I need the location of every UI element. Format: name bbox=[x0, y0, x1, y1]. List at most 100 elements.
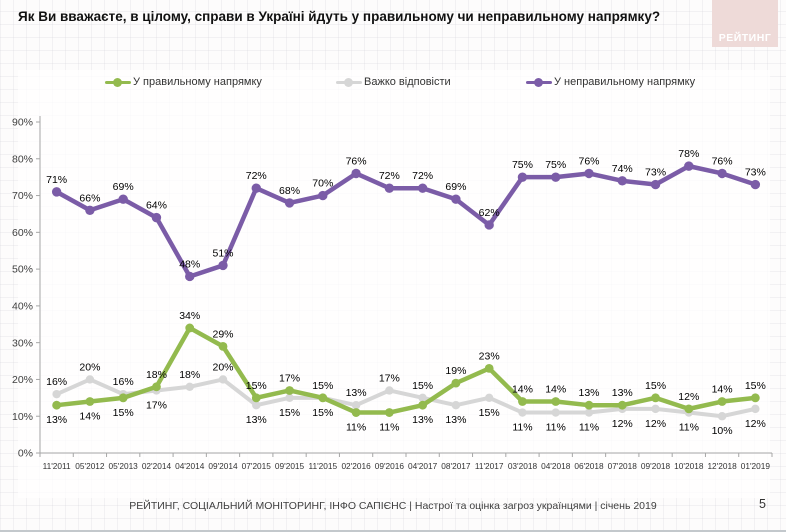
data-point bbox=[451, 378, 461, 388]
data-point bbox=[351, 168, 361, 179]
series-wrong-direction-labels: 71% 66% 69% 64% 48% 51% 72% 68% 70% 76% 72% 72% 69% 6… bbox=[46, 148, 766, 270]
legend-item-hard-to-say: Важко відповісти bbox=[336, 74, 451, 90]
data-label: 76% bbox=[346, 155, 367, 167]
y-tick-label: 80% bbox=[12, 153, 33, 165]
data-label: 10% bbox=[712, 425, 733, 437]
data-label: 68% bbox=[279, 185, 300, 197]
data-label: 11% bbox=[512, 422, 532, 434]
data-label: 13% bbox=[346, 387, 367, 399]
data-point bbox=[518, 408, 527, 417]
data-point bbox=[252, 400, 261, 410]
data-label: 23% bbox=[479, 350, 500, 362]
data-point bbox=[717, 397, 727, 406]
data-point bbox=[751, 404, 760, 414]
data-point bbox=[51, 187, 62, 197]
data-label: 66% bbox=[79, 192, 100, 204]
data-point bbox=[750, 179, 761, 190]
data-label: 16% bbox=[46, 376, 67, 388]
data-label: 72% bbox=[412, 170, 433, 182]
data-point bbox=[118, 393, 128, 403]
x-tick-label: 07'2015 bbox=[242, 461, 272, 471]
data-point bbox=[185, 271, 195, 282]
data-point bbox=[218, 341, 228, 351]
x-tick-label: 11'2011 bbox=[43, 461, 71, 471]
data-label: 20% bbox=[212, 361, 233, 373]
data-label: 16% bbox=[113, 376, 134, 388]
data-label: 75% bbox=[545, 159, 566, 171]
data-label: 15% bbox=[479, 407, 500, 419]
x-tick-label: 05'2012 bbox=[75, 461, 105, 471]
y-tick-label: 50% bbox=[12, 264, 33, 276]
data-point bbox=[185, 382, 194, 391]
x-tick-label: 09'2015 bbox=[275, 461, 305, 471]
data-label: 11% bbox=[546, 422, 566, 434]
data-point bbox=[384, 408, 394, 417]
x-tick-label: 11'2017 bbox=[475, 461, 504, 471]
x-tick-label: 09'2018 bbox=[641, 461, 671, 471]
data-label: 15% bbox=[645, 380, 666, 392]
series-hard-to-say-labels: 16% 20% 16% 17% 18% 20% 13% 15% 15% 13% 17% 15% 13% 1… bbox=[46, 361, 766, 437]
data-point bbox=[684, 404, 694, 414]
data-point bbox=[484, 364, 494, 373]
x-tick-label: 07'2018 bbox=[608, 461, 638, 471]
legend-label: У правильному напрямку bbox=[133, 76, 262, 88]
line-marker-icon bbox=[336, 77, 362, 87]
data-label: 62% bbox=[479, 207, 500, 219]
data-label: 13% bbox=[578, 387, 599, 399]
data-point bbox=[551, 172, 561, 182]
data-label: 76% bbox=[578, 155, 599, 167]
legend-item-wrong-direction: У неправильному напрямку bbox=[526, 74, 695, 90]
data-point bbox=[584, 408, 594, 417]
data-point bbox=[118, 194, 128, 204]
data-label: 64% bbox=[146, 200, 167, 212]
data-point bbox=[351, 400, 361, 410]
data-label: 75% bbox=[512, 159, 533, 171]
data-point bbox=[651, 393, 660, 403]
data-label: 11% bbox=[679, 422, 699, 434]
series-right-direction-labels: 13% 14% 15% 18% 34% 29% 15% 17% 15% 11% 11% 13% 19% 2… bbox=[46, 310, 766, 434]
data-label: 72% bbox=[246, 170, 267, 182]
data-point bbox=[717, 168, 727, 179]
data-label: 15% bbox=[246, 380, 267, 392]
x-tick-label: 02'2016 bbox=[341, 461, 371, 471]
page-number: 5 bbox=[759, 497, 766, 511]
data-point bbox=[651, 404, 660, 414]
data-label: 12% bbox=[612, 418, 633, 430]
x-tick-label: 06'2018 bbox=[574, 461, 604, 471]
data-point bbox=[617, 400, 627, 410]
line-marker-icon bbox=[526, 77, 552, 87]
x-tick-label: 04'2018 bbox=[541, 461, 571, 471]
y-tick-label: 10% bbox=[12, 411, 33, 423]
data-point bbox=[451, 194, 461, 204]
data-point bbox=[617, 176, 627, 186]
data-label: 29% bbox=[212, 328, 233, 340]
data-point bbox=[251, 183, 261, 193]
data-label: 15% bbox=[745, 380, 766, 392]
data-label: 17% bbox=[146, 399, 167, 411]
data-point bbox=[351, 408, 361, 417]
data-label: 34% bbox=[179, 310, 200, 322]
y-tick-label: 60% bbox=[12, 227, 33, 239]
data-point bbox=[284, 198, 295, 208]
data-label: 17% bbox=[379, 372, 400, 384]
data-point bbox=[418, 400, 428, 410]
x-tick-label: 10'2018 bbox=[674, 461, 704, 471]
data-point bbox=[52, 400, 62, 410]
data-label: 13% bbox=[445, 414, 466, 426]
data-label: 11% bbox=[346, 422, 366, 434]
data-label: 48% bbox=[179, 258, 200, 270]
data-point bbox=[484, 220, 494, 230]
rating-logo-text: РЕЙТИНГ bbox=[718, 32, 772, 44]
data-label: 76% bbox=[712, 155, 733, 167]
data-label: 70% bbox=[312, 178, 333, 190]
x-tick-label: 02'2014 bbox=[142, 461, 172, 471]
data-point bbox=[218, 375, 228, 384]
slide-title: Як Ви вважаєте, в цілому, справи в Украї… bbox=[18, 9, 661, 24]
data-label: 15% bbox=[279, 407, 300, 419]
data-label: 69% bbox=[113, 181, 134, 193]
x-tick-label: 04'2017 bbox=[408, 461, 438, 471]
data-point bbox=[85, 397, 95, 406]
x-tick-label: 09'2016 bbox=[375, 461, 405, 471]
data-label: 51% bbox=[212, 247, 233, 259]
x-tick-label: 12'2018 bbox=[707, 461, 737, 471]
